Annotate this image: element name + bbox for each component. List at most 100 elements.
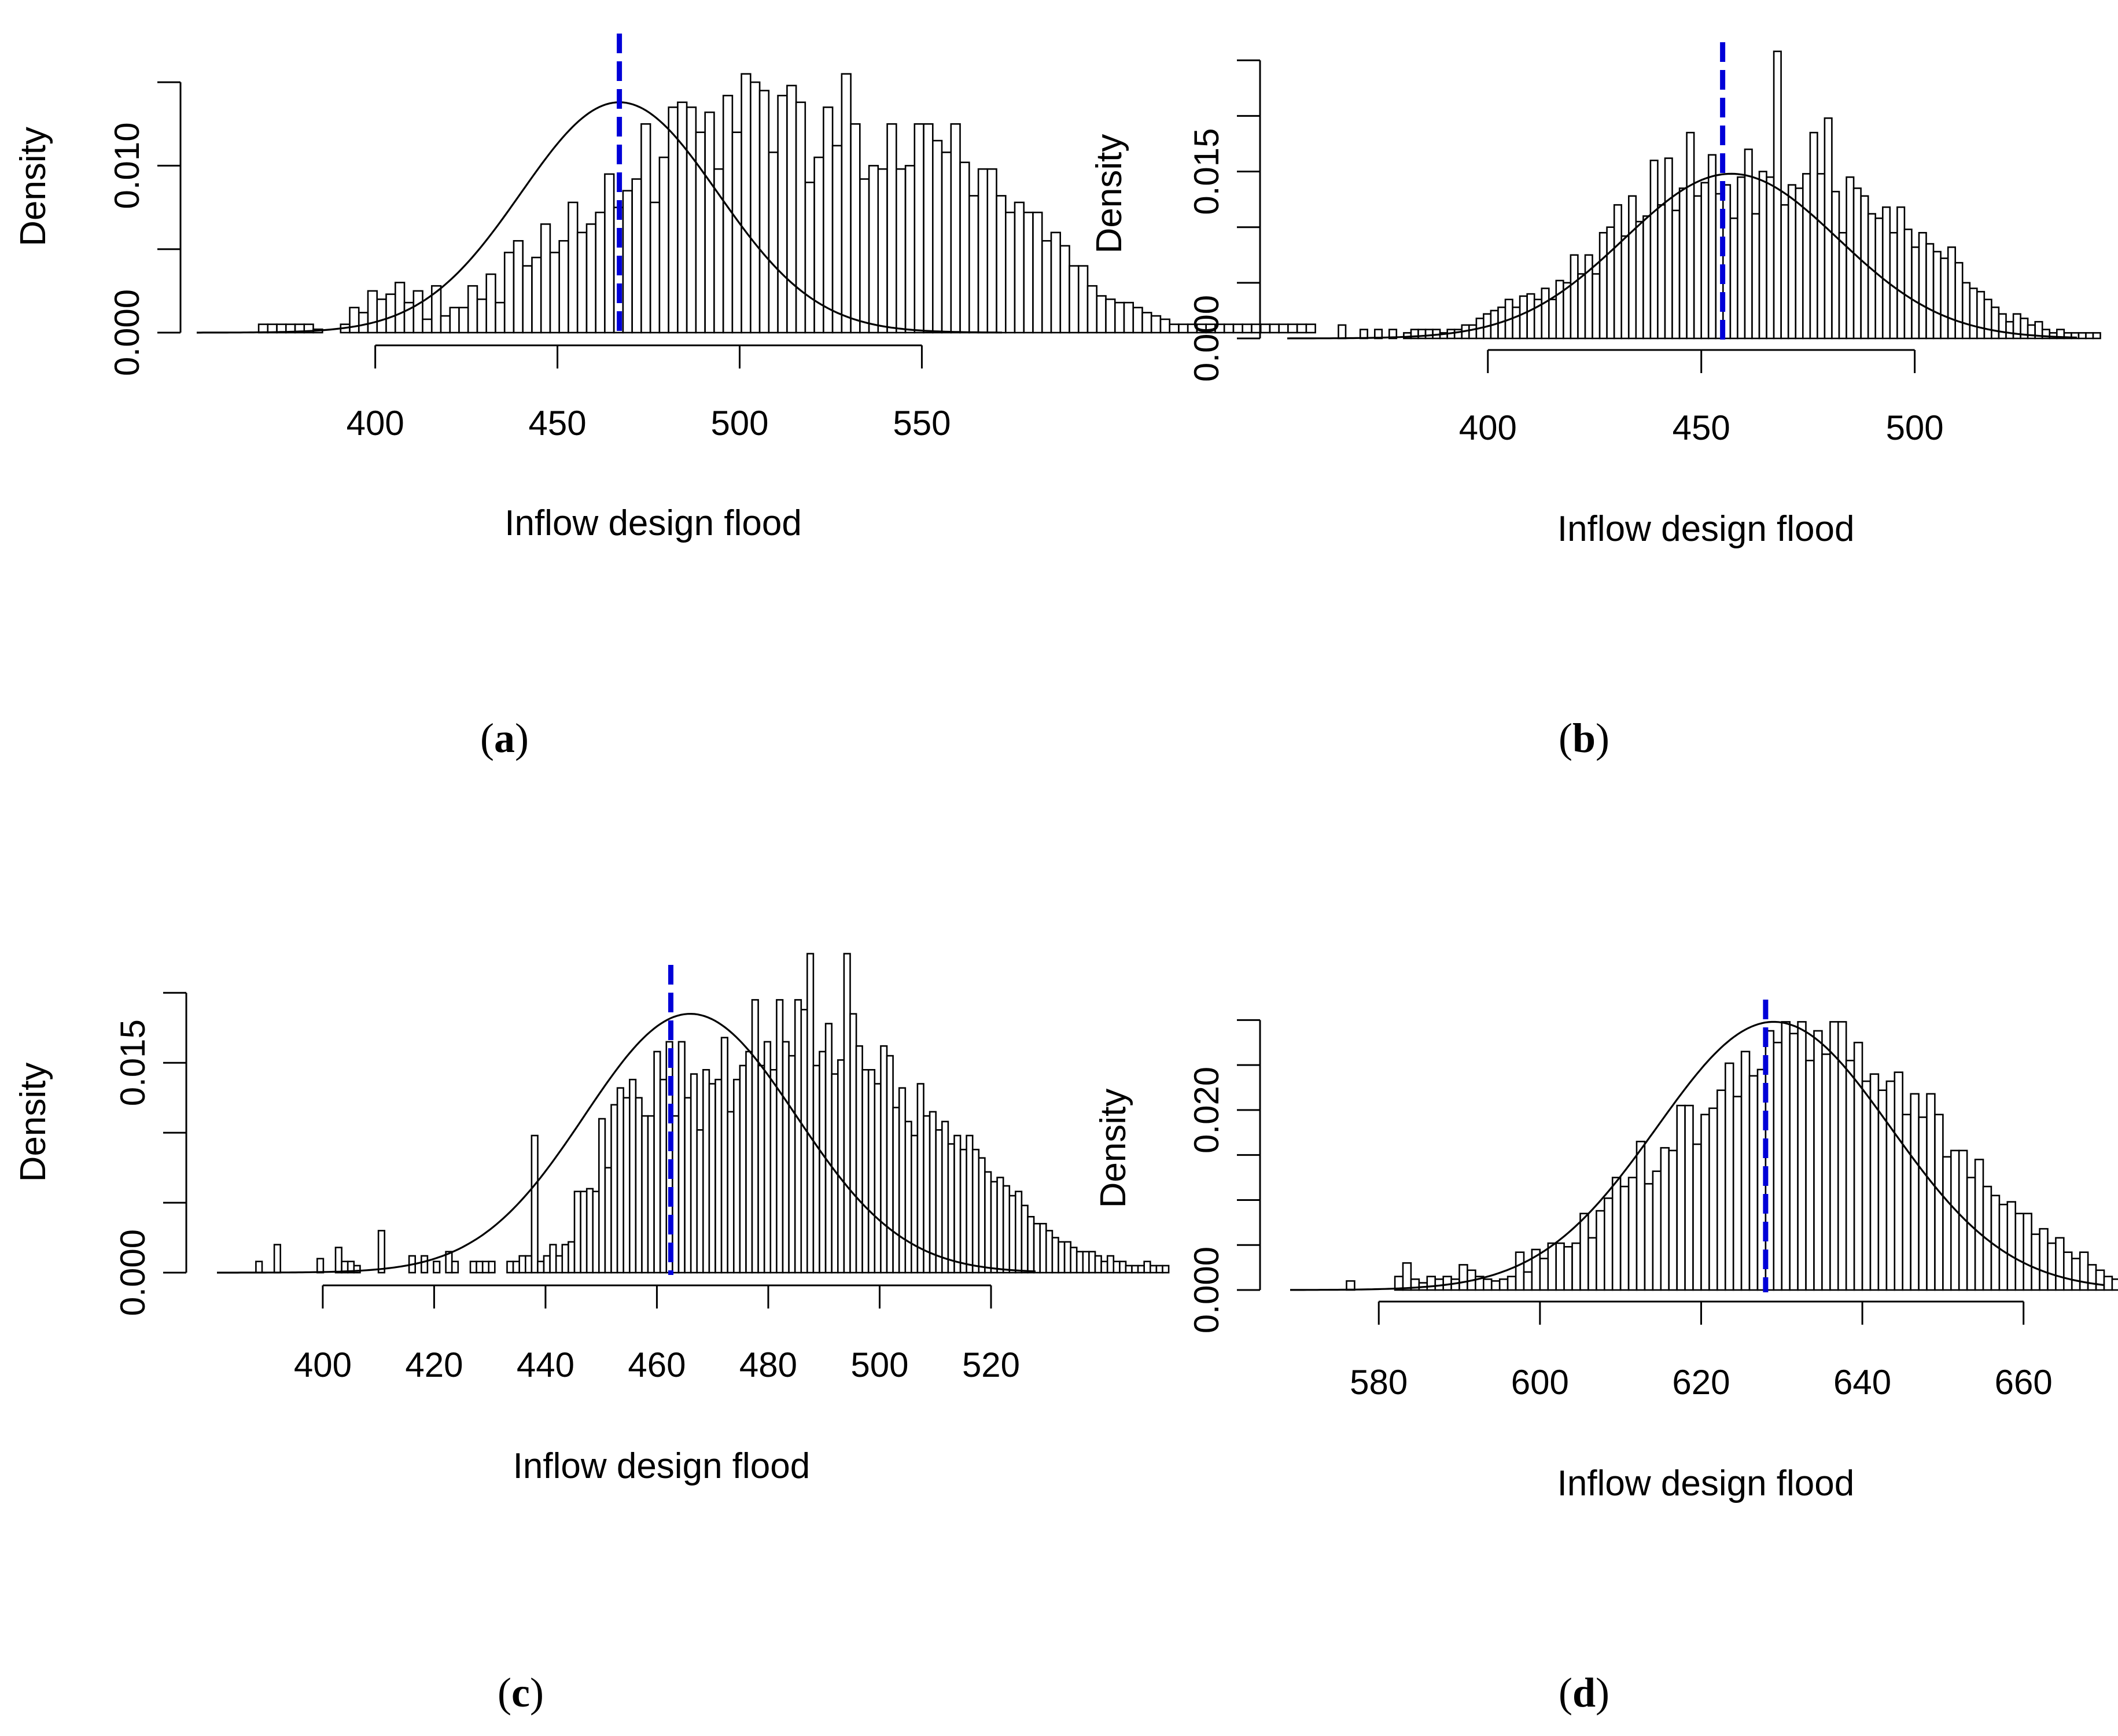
histogram-bar — [2078, 332, 2087, 340]
histogram-bar — [631, 178, 642, 334]
histogram-bar — [635, 1097, 643, 1274]
histogram-bar — [512, 1260, 520, 1274]
histogram-bar — [641, 1115, 649, 1274]
histogram-bar — [1845, 1060, 1855, 1291]
histogram-bar — [1962, 282, 1971, 340]
histogram-bar — [1693, 195, 1702, 340]
histogram-bar — [1296, 323, 1307, 334]
histogram-bar — [1766, 176, 1775, 340]
histogram-bar — [806, 953, 815, 1274]
histogram-bar — [568, 201, 579, 334]
y-tick-label: 0.000 — [108, 289, 146, 376]
histogram-bar — [1051, 1237, 1059, 1274]
y-tick-label: 0.015 — [113, 1019, 152, 1106]
histogram-bar — [1577, 273, 1586, 340]
histogram-bar — [1458, 1264, 1468, 1291]
histogram-bar — [904, 1121, 912, 1274]
histogram-bar — [2027, 324, 2036, 340]
histogram-bar — [1991, 306, 2000, 340]
histogram-bar — [433, 1260, 441, 1274]
histogram-bar — [1305, 323, 1316, 334]
histogram-bar — [727, 1111, 735, 1274]
histogram-bar — [1773, 50, 1782, 340]
histogram-bar — [1592, 273, 1601, 340]
histogram-bar — [1131, 1265, 1139, 1274]
histogram-bar — [2005, 320, 2014, 340]
histogram-bar — [868, 165, 879, 334]
histogram-bar — [1896, 206, 1906, 340]
histogram-bar — [2111, 1278, 2118, 1291]
histogram-bar — [1045, 1230, 1054, 1274]
histogram-bar — [1903, 228, 1913, 340]
histogram-bar — [1078, 265, 1089, 334]
histogram-bar — [1998, 1203, 2009, 1291]
histogram-bar — [1159, 318, 1170, 334]
histogram-bar — [1119, 1260, 1127, 1274]
histogram-bar — [2023, 1212, 2032, 1291]
panel-label-a: (a) — [480, 715, 529, 761]
histogram-bar — [1773, 1041, 1783, 1291]
histogram-bar — [1934, 1114, 1944, 1291]
histogram-bar — [573, 1190, 581, 1274]
histogram-bar — [2095, 1269, 2105, 1291]
histogram-bar — [935, 1129, 943, 1274]
histogram-bar — [653, 1051, 661, 1274]
histogram-bar — [2103, 1276, 2113, 1291]
histogram-bar — [420, 1255, 429, 1274]
histogram-bar — [1027, 1216, 1035, 1274]
histogram-bar — [580, 1190, 588, 1274]
histogram-bar — [1821, 1053, 1831, 1291]
histogram-bar — [1563, 282, 1572, 340]
histogram-bar — [1910, 1093, 1920, 1291]
histogram-bar — [524, 1255, 533, 1274]
histogram-bar — [720, 1037, 728, 1274]
histogram-bar — [1155, 1265, 1163, 1274]
histogram-bar — [543, 1255, 551, 1274]
histogram-bar — [506, 1260, 514, 1274]
panel-c: 400 420 440 460 480 500 520 0.000 0.015 Inflow de… — [13, 953, 1170, 1486]
histogram-bar — [481, 1260, 490, 1274]
histogram-bar — [1526, 293, 1535, 340]
histogram-bar — [622, 190, 633, 334]
histogram-bar — [1729, 217, 1738, 340]
histogram-bar — [751, 999, 759, 1274]
histogram-bar — [1722, 184, 1732, 340]
histogram-bar — [722, 94, 734, 334]
histogram-bar — [1338, 324, 1347, 340]
histogram-bar — [1232, 323, 1243, 334]
x-tick-label: 550 — [893, 404, 951, 443]
histogram-bar — [1649, 159, 1659, 340]
histogram-bar — [913, 123, 924, 334]
histogram-bar — [2047, 1242, 2057, 1291]
histogram-bar — [1014, 201, 1025, 334]
histogram-bar — [1515, 1251, 1525, 1291]
histogram-bar — [1059, 245, 1070, 334]
histogram-bar — [1587, 1237, 1597, 1291]
histogram-bar — [769, 1069, 778, 1274]
x-axis-title: Inflow design flood — [513, 1446, 811, 1486]
density-curve — [197, 101, 1002, 334]
histogram-bar — [1918, 1116, 1928, 1291]
histogram-bar — [640, 123, 651, 334]
histogram-bar — [1058, 1241, 1066, 1274]
histogram-bar — [837, 1059, 845, 1274]
histogram-bar — [1547, 1242, 1557, 1291]
histogram-bar — [316, 1258, 325, 1274]
histogram-bar — [531, 1134, 539, 1274]
histogram-bar — [1751, 213, 1760, 340]
histogram-bar — [757, 1064, 765, 1274]
histogram-bar — [898, 1087, 907, 1274]
histogram-bar — [647, 1115, 655, 1274]
histogram-bar — [1021, 1204, 1029, 1274]
histogram-bar — [1088, 1251, 1096, 1274]
histogram-bar — [1008, 1195, 1016, 1274]
histogram-bar — [1976, 290, 1986, 340]
histogram-bar — [518, 1255, 526, 1274]
histogram-bar — [1426, 1276, 1436, 1291]
histogram-bar — [1125, 1265, 1133, 1274]
histogram-bar — [950, 123, 961, 334]
histogram-bar — [469, 1260, 477, 1274]
histogram-bar — [1954, 261, 1964, 340]
histogram-bar — [1700, 1114, 1710, 1291]
histogram-bar — [488, 1260, 496, 1274]
